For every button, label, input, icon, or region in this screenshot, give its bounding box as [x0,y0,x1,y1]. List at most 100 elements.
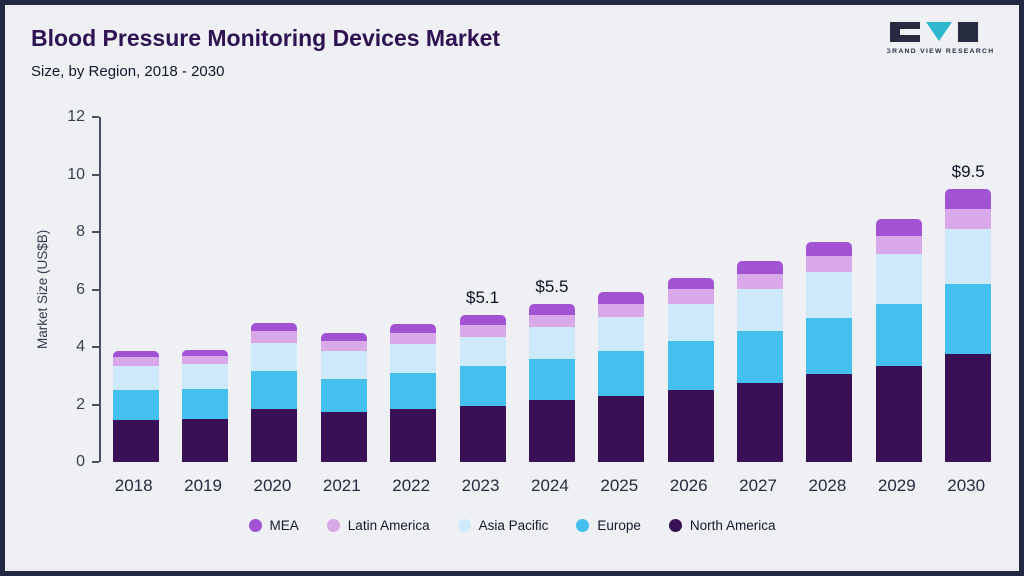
legend-item-mea: MEA [248,518,299,533]
bar-2019 [182,349,229,462]
x-axis-label: 2025 [600,476,639,495]
bar-segment-europe [320,378,367,412]
bar-2026 [667,277,714,462]
chart-title: Blood Pressure Monitoring Devices Market [31,25,501,51]
bar-segment-latin-america [251,331,298,343]
bar-segment-mea [875,219,922,237]
bar-segment-mea [459,315,506,326]
bar-segment-asia-pacific [945,229,992,284]
bar-segment-asia-pacific [251,342,298,372]
bar-segment-europe [667,341,714,391]
x-axis-labels: 2018 2019 2020 2021 2022 2023 2024 2025 2026 2027… [99,476,1001,496]
bar-segment-asia-pacific [320,351,367,379]
bar-2029 [875,219,922,462]
bar-segment-latin-america [875,236,922,254]
bar-segment-mea [667,277,714,290]
y-axis-ticks: 0 2 4 6 8 10 12 [67,108,1003,470]
bar-segment-north-america [875,365,922,462]
bar-segment-mea [112,351,159,358]
bar-segment-europe [459,365,506,406]
bar-segment-north-america [528,400,575,462]
y-tick-label: 12 [67,108,85,125]
y-tick-label: 2 [76,395,85,413]
bar-segment-latin-america [182,355,229,365]
logo-g-glyph [890,22,920,42]
bar-segment-mea [182,349,229,356]
bar-2030: $9.5 [945,162,992,462]
bar-value-label: $5.1 [466,288,500,308]
legend-swatch-mea [248,519,262,532]
bar-2024: $5.5 [528,277,575,462]
bar-segment-north-america [251,408,298,462]
bar-segment-latin-america [737,273,784,290]
bar-2022 [390,324,437,462]
bar-segment-north-america [737,382,784,462]
y-tick-label: 8 [76,223,85,240]
bar-segment-north-america [182,418,229,462]
bar-segment-mea [528,303,575,316]
bar-segment-europe [598,351,645,396]
chart-subtitle: Size, by Region, 2018 - 2030 [31,63,225,80]
legend-swatch-north-america [668,519,682,532]
y-tick-mark [92,461,99,463]
bar-segment-latin-america [390,332,437,345]
legend-label: Latin America [347,518,430,533]
bar-segment-europe [251,371,298,409]
bar-value-label: $5.5 [535,276,569,296]
bar-segment-asia-pacific [390,344,437,373]
bar-segment-north-america [112,420,159,462]
bar-segment-asia-pacific [598,316,645,352]
bar-2028 [806,242,853,462]
grand-view-research-logo: GRAND VIEW RESEARCH [886,19,993,62]
x-axis-label: 2024 [531,476,569,495]
bar-segment-asia-pacific [875,253,922,304]
logo-wordmark: GRAND VIEW RESEARCH [887,48,993,55]
plot-area: 0 2 4 6 8 10 12 $5.1 $5.5 $9.5 [67,108,1003,470]
legend: MEA Latin America Asia Pacific Europe North … [5,518,1019,533]
bar-segment-asia-pacific [528,326,575,359]
y-tick-label: 0 [76,453,85,470]
bars: $5.1 $5.5 $9.5 [101,117,1003,462]
bar-segment-mea [390,324,437,333]
y-tick-mark [92,288,99,291]
bar-segment-europe [806,318,853,375]
x-axis-label: 2029 [877,476,916,495]
bar-segment-latin-america [598,303,645,317]
x-axis-label: 2020 [253,476,292,495]
y-tick-mark [92,346,99,348]
bar-segment-north-america [598,395,645,462]
bar-2018 [112,351,159,462]
bar-segment-north-america [806,374,853,462]
bar-segment-north-america [945,354,992,462]
legend-label: Asia Pacific [478,518,549,533]
legend-label: MEA [269,518,299,533]
bar-segment-latin-america [806,256,853,273]
y-tick-label: 6 [76,280,85,298]
bar-segment-europe [182,388,229,419]
bar-segment-latin-america [945,209,992,230]
x-axis-label: 2018 [114,476,153,495]
bar-segment-mea [945,189,992,210]
legend-item-north-america: North America [668,518,775,533]
bar-segment-asia-pacific [667,303,714,342]
bar-2020 [251,322,298,462]
bar-segment-latin-america [459,325,506,337]
y-tick-mark [92,173,99,176]
bar-2025 [598,292,645,462]
logo-graphic: GRAND VIEW RESEARCH [886,22,993,55]
bar-segment-asia-pacific [806,272,853,319]
bar-segment-latin-america [320,341,367,352]
x-axis-label: 2019 [184,476,222,495]
x-axis-label: 2028 [808,476,847,495]
bar-segment-north-america [459,405,506,462]
x-axis-label: 2023 [461,476,500,495]
bar-segment-latin-america [112,357,159,366]
bar-segment-asia-pacific [182,364,229,389]
bar-segment-europe [112,390,159,421]
legend-item-asia-pacific: Asia Pacific [457,518,549,533]
bar-segment-latin-america [528,315,575,327]
logo-triangle-icon [926,22,952,41]
legend-swatch-europe [576,519,590,532]
bar-segment-mea [737,260,784,274]
